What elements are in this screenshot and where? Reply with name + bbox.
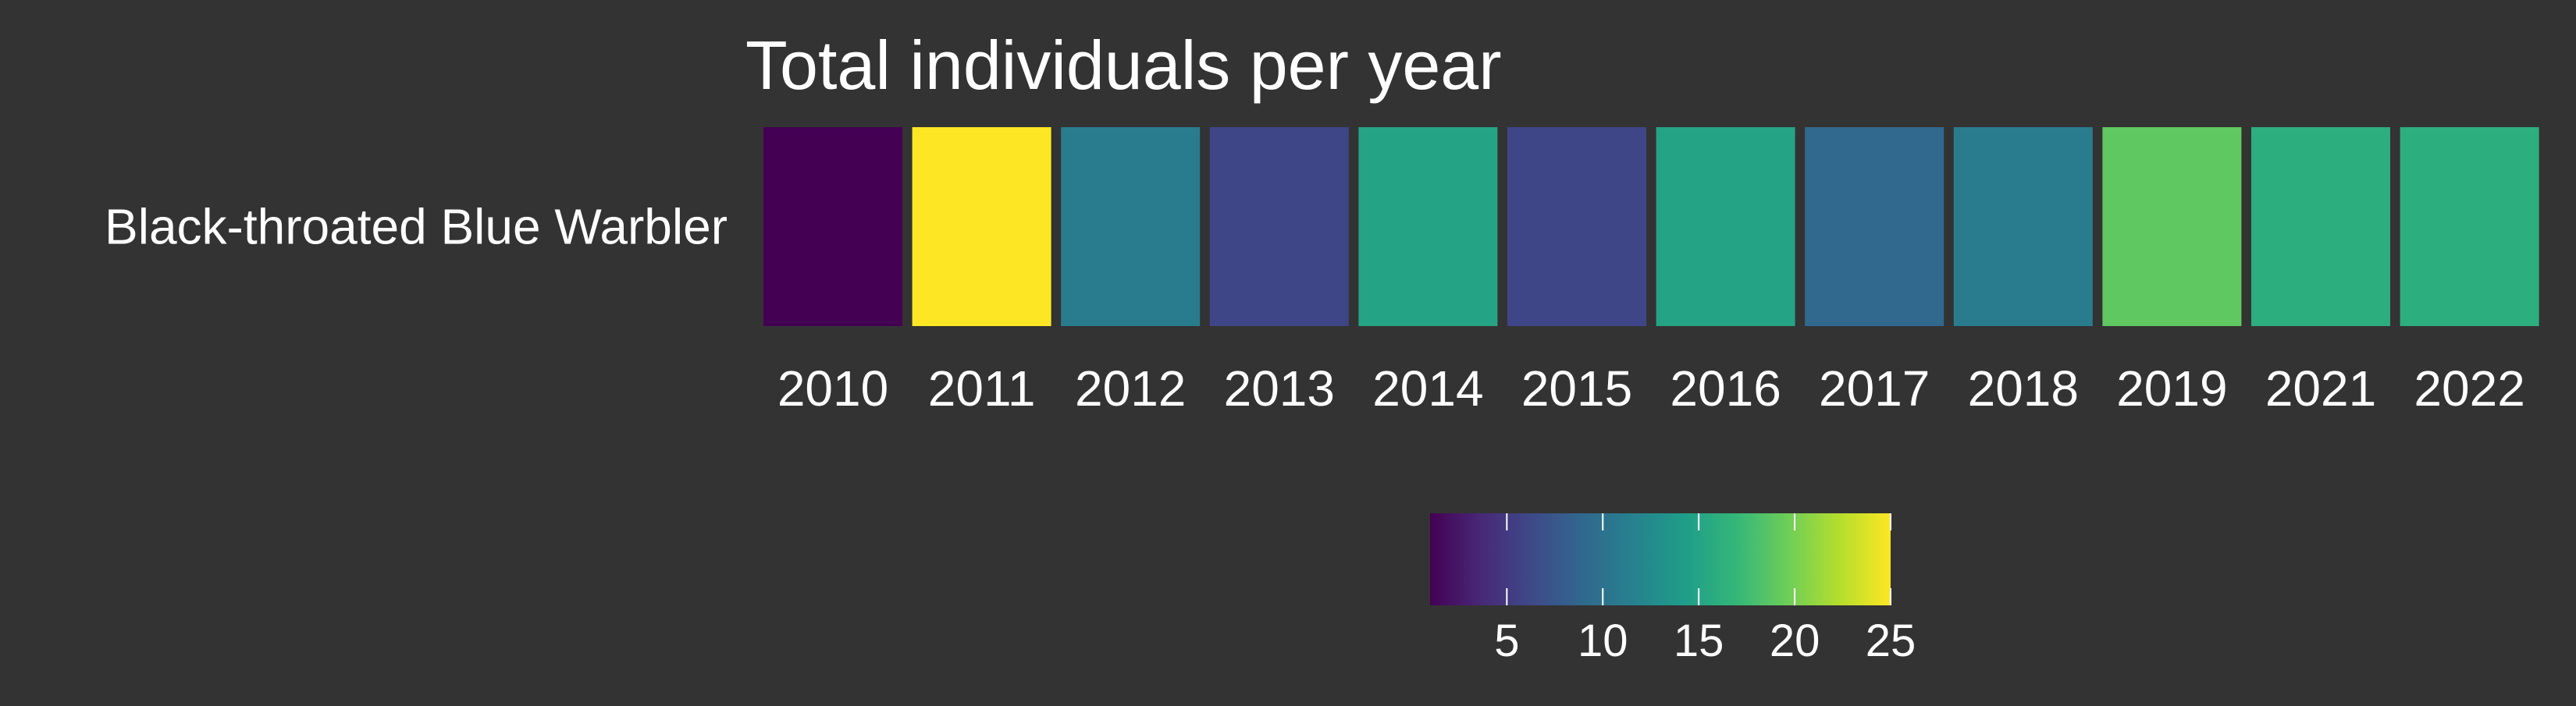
column-label: 2022 <box>2414 360 2524 417</box>
heatmap-cell <box>1507 127 1646 326</box>
colorbar-ticks <box>1506 513 1891 605</box>
column-label: 2015 <box>1521 360 1632 417</box>
chart-title: Total individuals per year <box>745 27 1502 104</box>
colorbar-tick-label: 25 <box>1866 616 1916 666</box>
column-label: 2011 <box>928 360 1036 417</box>
column-label: 2019 <box>2116 360 2227 417</box>
column-label: 2012 <box>1075 360 1186 417</box>
column-label: 2017 <box>1819 360 1930 417</box>
colorbar-tick-labels: 5 10 15 20 25 <box>1494 616 1916 666</box>
colorbar-tick-label: 15 <box>1674 616 1724 666</box>
heatmap-cell <box>2102 127 2242 326</box>
colorbar: 5 10 15 20 25 <box>1430 513 1916 666</box>
column-label: 2018 <box>1968 360 2079 417</box>
row-labels: Black-throated Blue Warbler <box>105 199 728 255</box>
column-label: 2013 <box>1224 360 1335 417</box>
colorbar-tick-label: 20 <box>1770 616 1820 666</box>
heatmap-cell <box>1805 127 1944 326</box>
heatmap-cell <box>1358 127 1498 326</box>
column-label: 2014 <box>1372 360 1483 417</box>
row-label: Black-throated Blue Warbler <box>105 199 728 255</box>
heatmap-cell <box>763 127 902 326</box>
heatmap-cell <box>912 127 1051 326</box>
colorbar-tick-label: 5 <box>1494 616 1519 666</box>
heatmap-cell <box>1061 127 1201 326</box>
colorbar-tick-label: 10 <box>1578 616 1628 666</box>
heatmap-cell <box>1953 127 2093 326</box>
heatmap-cells <box>763 127 2539 326</box>
heatmap-cell <box>2400 127 2539 326</box>
column-label: 2010 <box>777 360 888 417</box>
heatmap-cell <box>1209 127 1349 326</box>
colorbar-gradient <box>1430 513 1891 605</box>
heatmap-cell <box>2251 127 2390 326</box>
heatmap-cell <box>1656 127 1795 326</box>
column-labels: 2010 2011 2012 2013 2014 2015 2016 2017 2018 2019… <box>777 360 2525 417</box>
column-label: 2016 <box>1670 360 1781 417</box>
column-label: 2021 <box>2265 360 2376 417</box>
